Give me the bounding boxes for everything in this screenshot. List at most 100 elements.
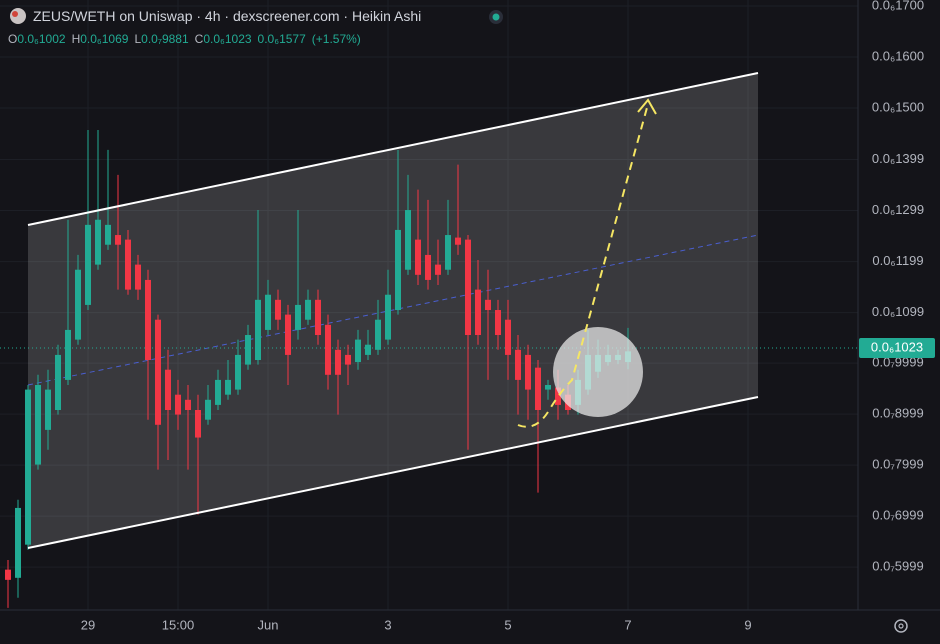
candle-body	[235, 354, 241, 390]
channel-top	[27, 72, 759, 226]
y-tick-label: 0.0₆1399	[872, 151, 924, 166]
candle-body	[55, 354, 61, 410]
candle-body	[535, 367, 541, 410]
candle-body	[345, 354, 351, 365]
y-tick-label: 0.0₆1299	[872, 202, 924, 217]
candle-body	[495, 310, 501, 336]
candle-body	[425, 254, 431, 280]
token-logo-detail	[12, 11, 18, 17]
candle-body	[115, 235, 121, 245]
candle-body	[145, 279, 151, 361]
candle-body	[335, 349, 341, 375]
last-price-box	[859, 338, 935, 358]
candle-body	[245, 335, 251, 365]
candle-body	[85, 224, 91, 305]
candle-body	[125, 239, 131, 290]
candle-body	[285, 314, 291, 355]
candle-body	[275, 299, 281, 320]
candle-body	[555, 387, 561, 405]
x-tick-label: 3	[384, 617, 391, 632]
candle-body	[215, 379, 221, 405]
candle-body	[405, 210, 411, 270]
candle-body	[35, 385, 41, 465]
ohlc-key: O	[8, 32, 18, 46]
candle-body	[255, 299, 261, 361]
last-price-label: 0.0₆1023	[871, 339, 923, 354]
candle-body	[315, 299, 321, 336]
candle-body	[265, 294, 271, 330]
candle-body	[135, 264, 141, 290]
ohlc-legend: O0.0₆1002 H0.0₆1069 L0.0₇9881 C0.0₆1023 0.0₆…	[8, 32, 361, 46]
candle-body	[175, 394, 181, 415]
candle-body	[365, 344, 371, 355]
candle-body	[415, 239, 421, 275]
x-tick-label: 5	[504, 617, 511, 632]
candle-body	[465, 239, 471, 336]
candle-body	[225, 379, 231, 395]
status-dot	[492, 13, 500, 21]
candle-body	[505, 319, 511, 355]
candle-body	[395, 229, 401, 311]
candle-body	[5, 569, 11, 580]
y-tick-label: 0.0₇9999	[872, 355, 923, 370]
y-tick-label: 0.0₇8999	[872, 406, 923, 421]
token-logo	[10, 8, 26, 24]
candle-body	[445, 235, 451, 270]
candle-body	[325, 324, 331, 375]
channel-bottom	[27, 396, 759, 549]
candle-body	[95, 219, 101, 265]
y-tick-label: 0.0₆1199	[872, 253, 923, 268]
candle-body	[545, 385, 551, 390]
y-tick-label: 0.0₆1600	[872, 48, 924, 63]
candle-body	[45, 389, 51, 430]
settings-icon[interactable]	[894, 619, 908, 633]
candles	[5, 129, 631, 608]
ohlc-value: 0.0₆1069	[80, 32, 129, 46]
ohlc-value: 0.0₇9881	[141, 32, 189, 46]
candle-body	[515, 349, 521, 380]
candle-body	[485, 299, 491, 311]
candle-body	[205, 399, 211, 420]
candle-body	[455, 237, 461, 245]
y-tick-label: 0.0₇5999	[872, 559, 923, 574]
candle-body	[65, 329, 71, 380]
ohlc-key: H	[71, 32, 81, 46]
highlight-circle	[553, 327, 643, 417]
candle-body	[385, 294, 391, 340]
candle-body	[305, 299, 311, 320]
y-tick-label: 0.0₆1700	[872, 0, 924, 12]
change: 0.0₆1577	[257, 32, 306, 46]
candle-body	[75, 269, 81, 340]
channel-midline	[27, 234, 759, 386]
arrow-head	[637, 98, 657, 115]
x-tick-label: 29	[81, 617, 95, 632]
change-percent: (+1.57%)	[311, 32, 361, 46]
candle-body	[25, 389, 31, 545]
candle-body	[105, 224, 111, 245]
candle-body	[525, 354, 531, 390]
ohlc-value: 0.0₆1023	[203, 32, 252, 46]
chart-title: ZEUS/WETH on Uniswap · 4h · dexscreener.…	[33, 8, 422, 24]
candle-body	[185, 399, 191, 410]
x-tick-label: 7	[624, 617, 631, 632]
axes: 0.0₆1700 0.0₆1600 0.0₆1500 0.0₆1399 0.0₆1299…	[81, 0, 924, 632]
candle-body	[165, 369, 171, 410]
y-tick-label: 0.0₇7999	[872, 457, 923, 472]
projection-arrow	[517, 103, 649, 428]
candle-body	[475, 289, 481, 336]
y-tick-label: 0.0₆1500	[872, 99, 924, 114]
x-tick-label: 9	[744, 617, 751, 632]
x-tick-label: Jun	[258, 617, 279, 632]
x-tick-label: 15:00	[162, 617, 195, 632]
y-tick-label: 0.0₇6999	[872, 508, 923, 523]
y-tick-label: 0.0₆1099	[872, 304, 924, 319]
candle-body	[355, 339, 361, 363]
candle-body	[15, 507, 21, 578]
candle-body	[295, 304, 301, 330]
ohlc-key: C	[194, 32, 204, 46]
candle-body	[375, 319, 381, 350]
ohlc-value: 0.0₆1002	[17, 32, 66, 46]
candle-body	[195, 409, 201, 438]
